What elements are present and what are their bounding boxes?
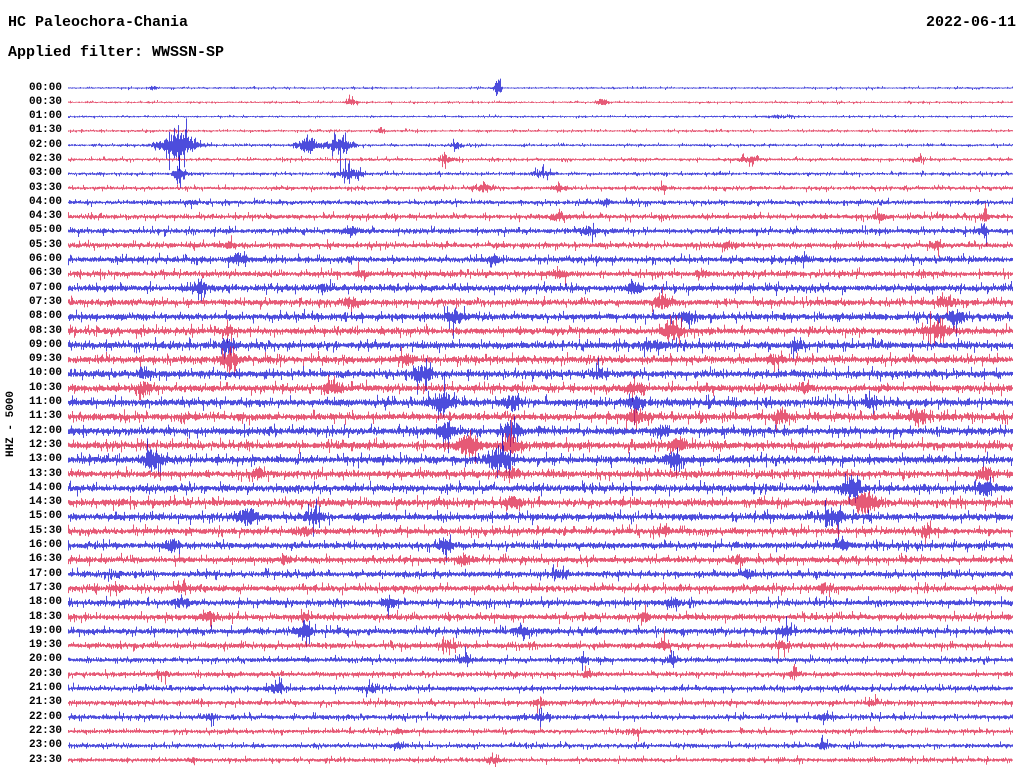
time-label-2000: 20:00 (28, 653, 62, 666)
time-label-1430: 14:30 (28, 496, 62, 509)
time-label-1030: 10:30 (28, 381, 62, 394)
time-label-1600: 16:00 (28, 539, 62, 552)
time-label-0030: 00:30 (28, 95, 62, 108)
time-label-1230: 12:30 (28, 438, 62, 451)
time-label-0630: 06:30 (28, 267, 62, 280)
time-label-1930: 19:30 (28, 639, 62, 652)
time-label-0600: 06:00 (28, 253, 62, 266)
time-label-0530: 05:30 (28, 238, 62, 251)
time-label-1330: 13:30 (28, 467, 62, 480)
time-axis: 00:00 00:30 01:00 01:30 02:00 02:30 03:00 03:30… (0, 0, 64, 780)
filter-label: Applied filter: WWSSN-SP (8, 44, 225, 61)
time-label-1000: 10:00 (28, 367, 62, 380)
time-label-0730: 07:30 (28, 295, 62, 308)
time-label-1300: 13:00 (28, 453, 62, 466)
time-label-1530: 15:30 (28, 524, 62, 537)
time-label-1630: 16:30 (28, 553, 62, 566)
date-label: 2022-06-11 (925, 14, 1016, 31)
time-label-0900: 09:00 (28, 338, 62, 351)
time-label-1800: 18:00 (28, 596, 62, 609)
time-label-0930: 09:30 (28, 353, 62, 366)
time-label-1200: 12:00 (28, 424, 62, 437)
time-label-1900: 19:00 (28, 624, 62, 637)
time-label-0400: 04:00 (28, 195, 62, 208)
time-label-0300: 03:00 (28, 167, 62, 180)
time-label-0700: 07:00 (28, 281, 62, 294)
time-label-2030: 20:30 (28, 667, 62, 680)
time-label-2330: 23:30 (28, 753, 62, 766)
time-label-0100: 01:00 (28, 110, 62, 123)
time-label-0230: 02:30 (28, 152, 62, 165)
time-label-0130: 01:30 (28, 124, 62, 137)
time-label-2200: 22:00 (28, 710, 62, 723)
time-label-0000: 00:00 (28, 81, 62, 94)
time-label-1100: 11:00 (28, 396, 62, 409)
time-label-1400: 14:00 (28, 481, 62, 494)
time-label-1830: 18:30 (28, 610, 62, 623)
time-label-2300: 23:00 (28, 739, 62, 752)
time-label-2100: 21:00 (28, 682, 62, 694)
time-label-2130: 21:30 (28, 696, 62, 709)
time-label-1500: 15:00 (28, 510, 62, 523)
time-label-2230: 22:30 (28, 724, 62, 737)
time-label-0330: 03:30 (28, 181, 62, 194)
time-label-0830: 08:30 (28, 324, 62, 337)
time-label-0200: 02:00 (28, 138, 62, 151)
time-label-1700: 17:00 (28, 567, 62, 580)
time-label-1730: 17:30 (28, 581, 62, 594)
time-label-0800: 08:00 (28, 310, 62, 323)
time-label-0500: 05:00 (28, 224, 62, 237)
time-label-0430: 04:30 (28, 210, 62, 223)
station-title: HC Paleochora-Chania (8, 14, 189, 31)
time-label-1130: 11:30 (28, 410, 62, 423)
